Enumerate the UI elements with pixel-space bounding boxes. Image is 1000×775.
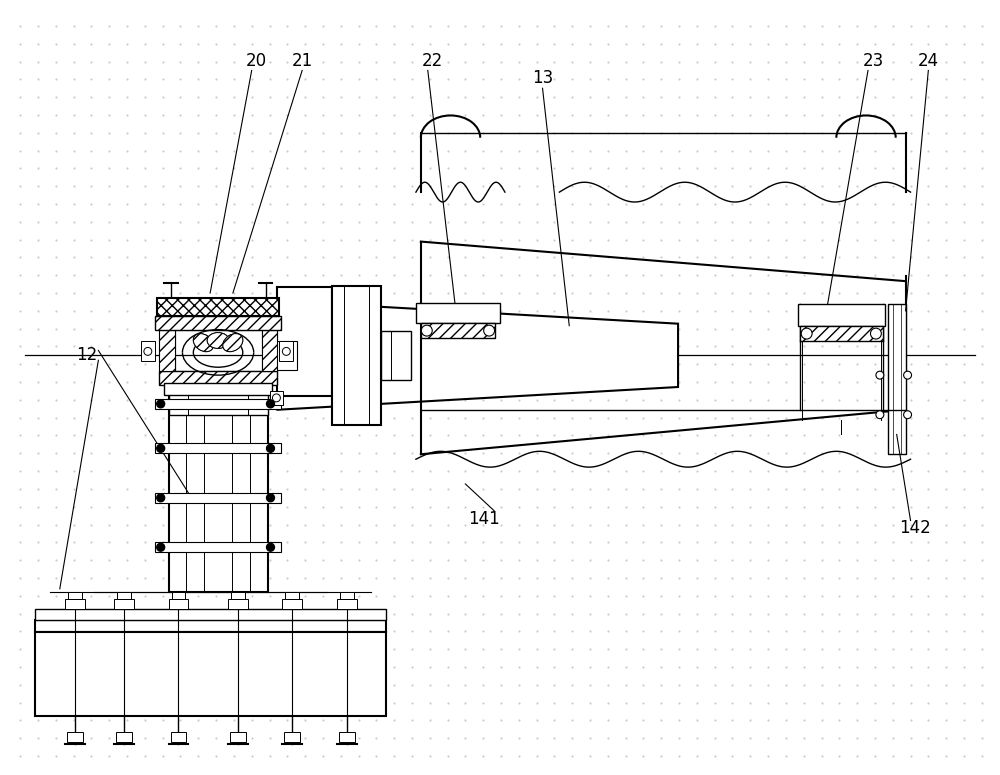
Circle shape (157, 494, 165, 501)
Circle shape (801, 328, 812, 339)
Bar (230, 732, 246, 742)
Bar (381, 331, 411, 380)
Circle shape (876, 411, 884, 418)
Bar (268, 340, 297, 370)
Bar (35, 632, 386, 716)
Text: 24: 24 (918, 52, 939, 70)
Circle shape (904, 411, 912, 418)
Bar (116, 732, 132, 742)
Bar (228, 599, 248, 608)
Text: 22: 22 (422, 52, 443, 70)
Bar (65, 599, 85, 608)
Bar (155, 315, 281, 329)
Bar (155, 399, 281, 408)
Bar (339, 732, 355, 742)
Bar (169, 393, 268, 415)
Circle shape (267, 444, 274, 453)
Ellipse shape (223, 334, 243, 352)
Circle shape (282, 347, 290, 356)
Text: 23: 23 (862, 52, 884, 70)
Circle shape (421, 326, 432, 336)
Ellipse shape (193, 334, 213, 352)
Bar (169, 385, 268, 592)
Bar (270, 391, 283, 405)
Circle shape (267, 494, 274, 501)
Bar (114, 599, 134, 608)
Bar (159, 329, 175, 371)
Bar (421, 322, 495, 338)
Bar (337, 599, 357, 608)
Bar (262, 329, 277, 371)
Circle shape (484, 326, 495, 336)
Bar (157, 298, 279, 315)
Ellipse shape (223, 334, 243, 352)
Text: 21: 21 (292, 52, 313, 70)
Ellipse shape (193, 334, 213, 352)
Bar (35, 608, 386, 621)
Bar (279, 342, 293, 361)
Bar (169, 599, 188, 608)
Text: 12: 12 (76, 346, 97, 364)
Circle shape (157, 543, 165, 551)
Bar (798, 304, 885, 326)
Circle shape (144, 347, 152, 356)
Bar (155, 493, 281, 503)
Text: 142: 142 (900, 519, 931, 538)
Text: 141: 141 (468, 510, 500, 528)
Ellipse shape (207, 332, 229, 349)
Bar (285, 592, 299, 599)
Circle shape (904, 371, 912, 379)
Circle shape (272, 394, 280, 402)
Bar (155, 443, 281, 453)
Circle shape (870, 328, 881, 339)
Bar (172, 592, 185, 599)
Bar (171, 732, 186, 742)
Bar (888, 304, 906, 454)
Bar (67, 732, 83, 742)
Circle shape (157, 400, 165, 408)
Bar (282, 599, 302, 608)
Bar (277, 287, 332, 396)
Bar (68, 592, 82, 599)
Polygon shape (277, 301, 678, 410)
Bar (35, 621, 386, 632)
Bar (159, 371, 277, 385)
Bar (284, 732, 300, 742)
Bar (231, 592, 245, 599)
Bar (340, 592, 354, 599)
Bar (117, 592, 131, 599)
Text: 20: 20 (246, 52, 267, 70)
Bar (332, 286, 381, 425)
Bar (164, 383, 272, 395)
Circle shape (267, 400, 274, 408)
Bar (416, 303, 500, 322)
Circle shape (157, 444, 165, 453)
Ellipse shape (207, 332, 229, 349)
Bar (800, 326, 883, 340)
Bar (155, 542, 281, 553)
Circle shape (267, 543, 274, 551)
Bar (175, 329, 262, 371)
Text: 13: 13 (532, 69, 553, 88)
Bar (141, 342, 155, 361)
Circle shape (876, 371, 884, 379)
